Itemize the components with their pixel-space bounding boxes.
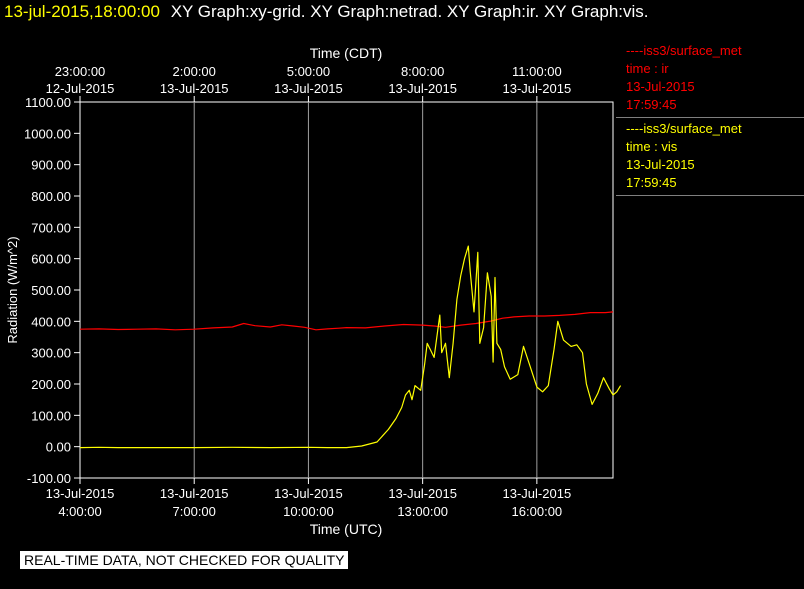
- x-tick-label-bottom: 16:00:00: [512, 504, 563, 519]
- y-tick-label: 1000.00: [24, 126, 71, 141]
- series-line-vis: [80, 246, 621, 448]
- x-tick-label-bottom: 13-Jul-2015: [388, 486, 457, 501]
- x-tick-label-bottom: 7:00:00: [173, 504, 216, 519]
- x-axis-label-bottom: Time (UTC): [310, 521, 383, 537]
- legend-entry-ir: ----iss3/surface_met time : ir 13-Jul-20…: [616, 40, 804, 118]
- y-tick-label: 700.00: [31, 220, 71, 235]
- y-tick-label: 0.00: [46, 440, 71, 455]
- x-tick-label-top: 8:00:00: [401, 64, 444, 79]
- x-tick-label-top: 13-Jul-2015: [274, 81, 343, 96]
- x-tick-label-top: 23:00:00: [55, 64, 106, 79]
- y-tick-label: 200.00: [31, 377, 71, 392]
- x-tick-label-top: 11:00:00: [512, 64, 562, 79]
- legend-vis-time: 17:59:45: [626, 174, 804, 192]
- x-axis-bottom: 13-Jul-2015 4:00:00 13-Jul-2015 7:00:00 13-J…: [46, 478, 572, 519]
- series-group: [80, 246, 621, 448]
- legend-ir-time: 17:59:45: [626, 96, 804, 114]
- x-tick-label-top: 13-Jul-2015: [388, 81, 457, 96]
- x-tick-label-top: 13-Jul-2015: [160, 81, 229, 96]
- legend-ir-var: time : ir: [626, 60, 804, 78]
- y-tick-label: 1100.00: [25, 95, 71, 110]
- y-tick-label: -100.00: [27, 471, 71, 486]
- plot-frame: [80, 102, 613, 478]
- y-tick-label: 500.00: [31, 283, 71, 298]
- x-tick-label-bottom: 13-Jul-2015: [160, 486, 229, 501]
- legend: ----iss3/surface_met time : ir 13-Jul-20…: [616, 40, 804, 196]
- x-tick-label-bottom: 4:00:00: [58, 504, 101, 519]
- legend-entry-vis: ----iss3/surface_met time : vis 13-Jul-2…: [616, 118, 804, 196]
- y-tick-label: 300.00: [31, 346, 71, 361]
- x-tick-label-bottom: 13-Jul-2015: [46, 486, 115, 501]
- y-tick-label: 900.00: [31, 158, 71, 173]
- legend-vis-var: time : vis: [626, 138, 804, 156]
- quality-disclaimer: REAL-TIME DATA, NOT CHECKED FOR QUALITY: [20, 551, 348, 569]
- y-tick-label: 400.00: [31, 314, 71, 329]
- legend-vis-date: 13-Jul-2015: [626, 156, 804, 174]
- series-line-ir: [80, 312, 613, 330]
- y-tick-label: 800.00: [31, 189, 71, 204]
- y-tick-label: 100.00: [31, 408, 71, 423]
- x-tick-label-bottom: 13-Jul-2015: [503, 486, 572, 501]
- x-tick-label-bottom: 13-Jul-2015: [274, 486, 343, 501]
- x-tick-label-top: 2:00:00: [173, 64, 216, 79]
- legend-ir-name: ----iss3/surface_met: [626, 42, 804, 60]
- y-axis-label: Radiation (W/m^2): [5, 236, 20, 343]
- y-tick-label: 600.00: [31, 252, 71, 267]
- x-tick-label-top: 12-Jul-2015: [46, 81, 115, 96]
- gridlines: [194, 102, 537, 478]
- x-tick-label-top: 5:00:00: [287, 64, 330, 79]
- y-axis: -100.00 0.00 100.00 200.00 300.00 400.00 500.0…: [24, 95, 80, 486]
- legend-vis-name: ----iss3/surface_met: [626, 120, 804, 138]
- x-axis-label-top: Time (CDT): [310, 45, 383, 61]
- x-tick-label-bottom: 13:00:00: [397, 504, 448, 519]
- x-tick-label-top: 13-Jul-2015: [503, 81, 572, 96]
- x-tick-label-bottom: 10:00:00: [283, 504, 334, 519]
- x-axis-top: 23:00:00 12-Jul-2015 2:00:00 13-Jul-2015 5:0…: [46, 64, 572, 102]
- legend-ir-date: 13-Jul-2015: [626, 78, 804, 96]
